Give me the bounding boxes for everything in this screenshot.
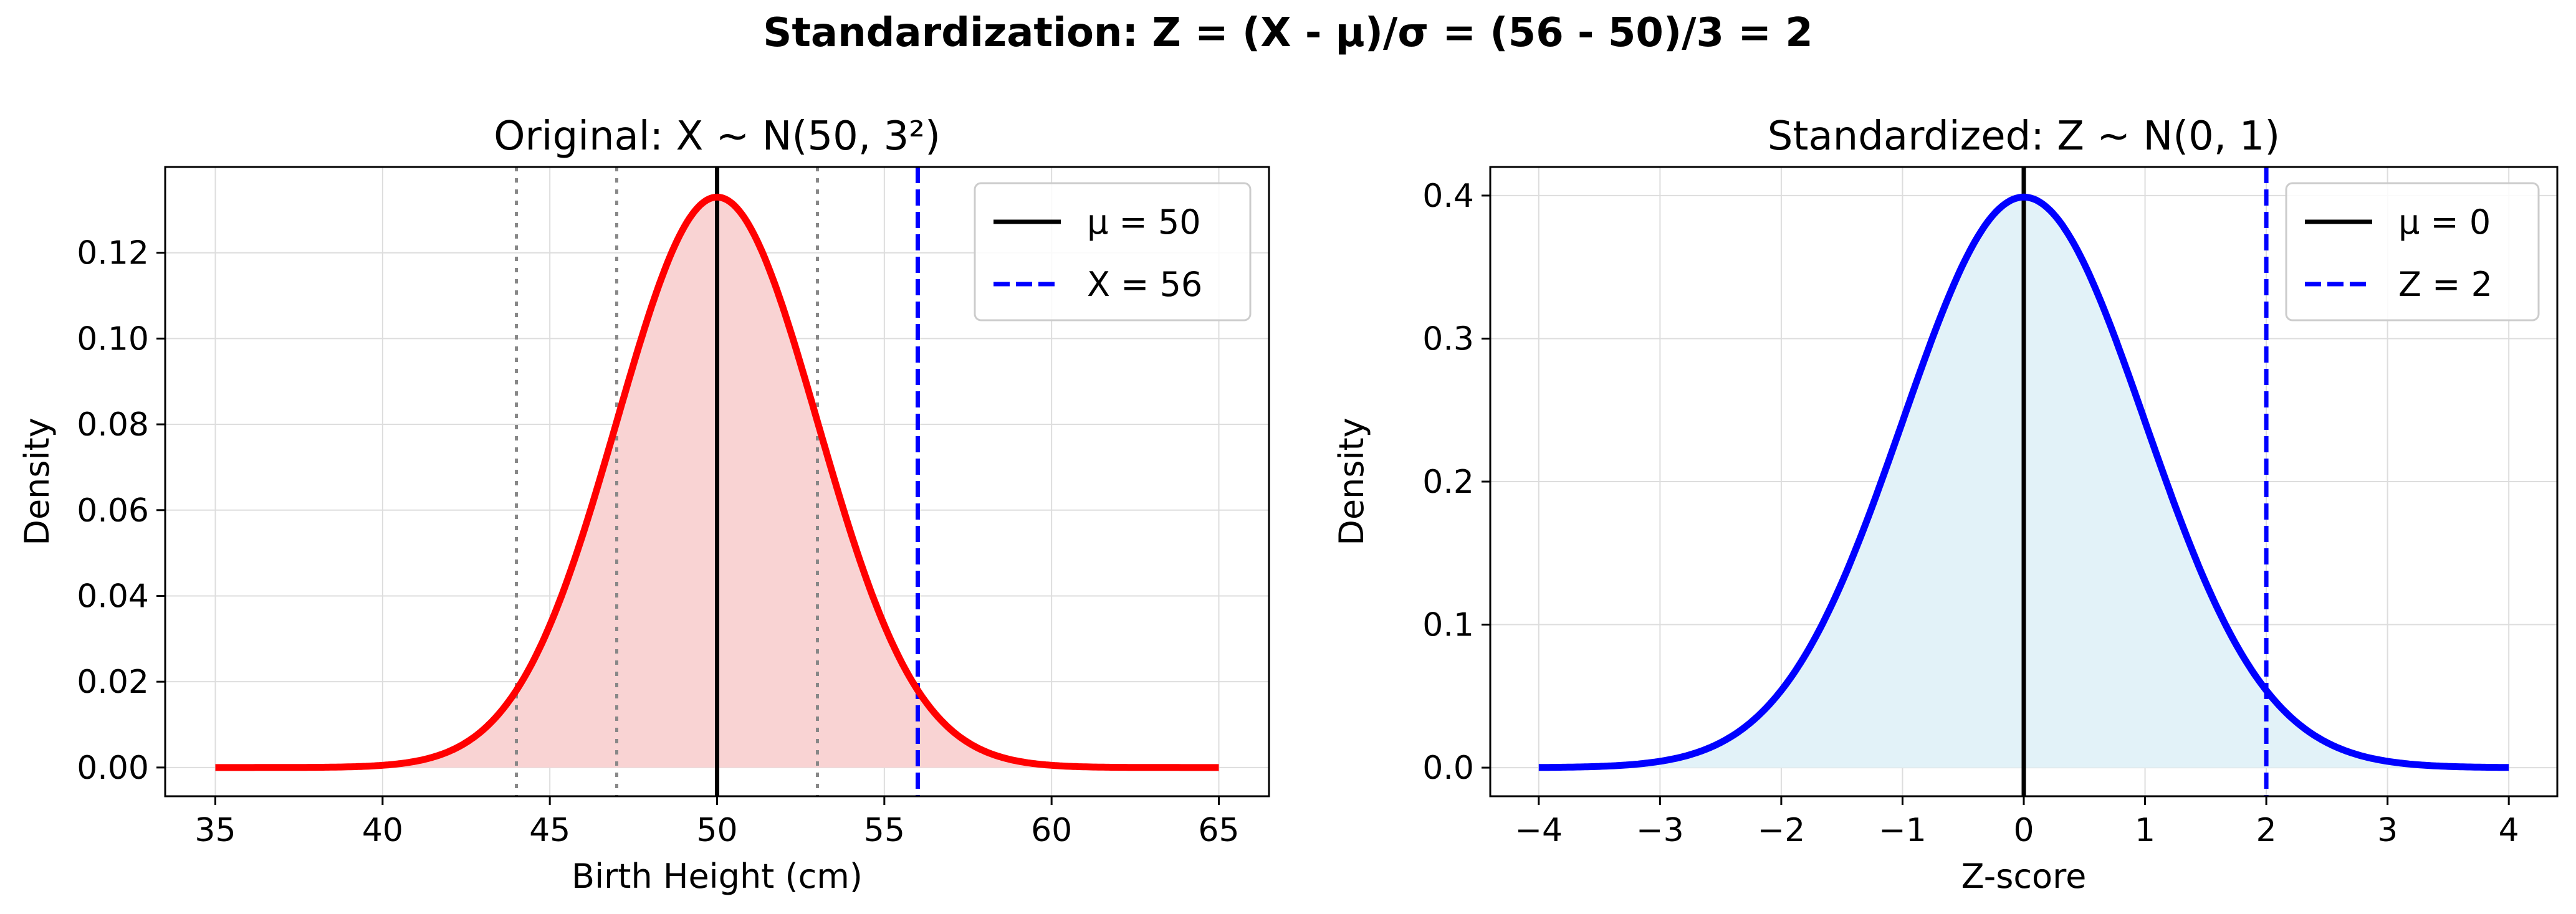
legend: μ = 0 Z = 2 <box>2285 182 2540 321</box>
legend-label: X = 56 <box>1087 265 1202 304</box>
y-tick-label: 0.0 <box>1422 750 1474 787</box>
y-tick-label: 0.06 <box>77 492 149 530</box>
plot-area <box>1538 167 2510 796</box>
y-axis-label: Density <box>1332 417 1371 545</box>
x-axis-label: Birth Height (cm) <box>572 857 863 896</box>
x-tick-label: 45 <box>529 812 570 849</box>
x-tick-label: −3 <box>1636 812 1684 849</box>
axes-frame <box>1489 166 2559 797</box>
x-tick-label: 60 <box>1031 812 1072 849</box>
chart-title: Standardized: Z ~ N(0, 1) <box>1768 113 2281 159</box>
x-tick-label: 35 <box>194 812 236 849</box>
figure-suptitle: Standardization: Z = (X - μ)/σ = (56 - 5… <box>763 10 1813 56</box>
y-tick-label: 0.08 <box>77 406 149 444</box>
legend-label: μ = 50 <box>1087 202 1201 242</box>
y-tick-label: 0.4 <box>1422 178 1474 215</box>
y-tick-label: 0.1 <box>1422 607 1474 644</box>
x-axis-label: Z-score <box>1961 857 2087 896</box>
x-tick-label: −2 <box>1758 812 1806 849</box>
y-tick-label: 0.2 <box>1422 464 1474 501</box>
x-tick-label: 4 <box>2499 812 2519 849</box>
density-curve <box>1538 193 2510 771</box>
y-tick-label: 0.00 <box>77 750 149 787</box>
x-tick-label: 1 <box>2135 812 2155 849</box>
density-curve <box>214 193 1220 771</box>
legend-label: Z = 2 <box>2398 265 2492 304</box>
y-tick-label: 0.12 <box>77 235 149 272</box>
x-tick-label: 2 <box>2256 812 2277 849</box>
legend: μ = 50 X = 56 <box>974 182 1252 321</box>
y-tick-label: 0.3 <box>1422 320 1474 358</box>
x-tick-label: 55 <box>864 812 905 849</box>
x-tick-label: 0 <box>2013 812 2034 849</box>
x-tick-label: 50 <box>696 812 737 849</box>
chart-title: Original: X ~ N(50, 3²) <box>494 113 941 159</box>
legend-label: μ = 0 <box>2398 202 2491 242</box>
y-tick-label: 0.02 <box>77 664 149 701</box>
x-tick-label: −4 <box>1515 812 1563 849</box>
y-tick-label: 0.04 <box>77 578 149 615</box>
x-tick-label: 65 <box>1198 812 1239 849</box>
x-tick-label: 40 <box>362 812 403 849</box>
legend-box <box>2285 182 2540 321</box>
x-tick-label: −1 <box>1879 812 1927 849</box>
y-tick-label: 0.10 <box>77 320 149 358</box>
axes-frame <box>164 166 1270 797</box>
y-axis-label: Density <box>17 417 57 545</box>
plot-area <box>214 167 1220 796</box>
x-tick-label: 3 <box>2377 812 2398 849</box>
